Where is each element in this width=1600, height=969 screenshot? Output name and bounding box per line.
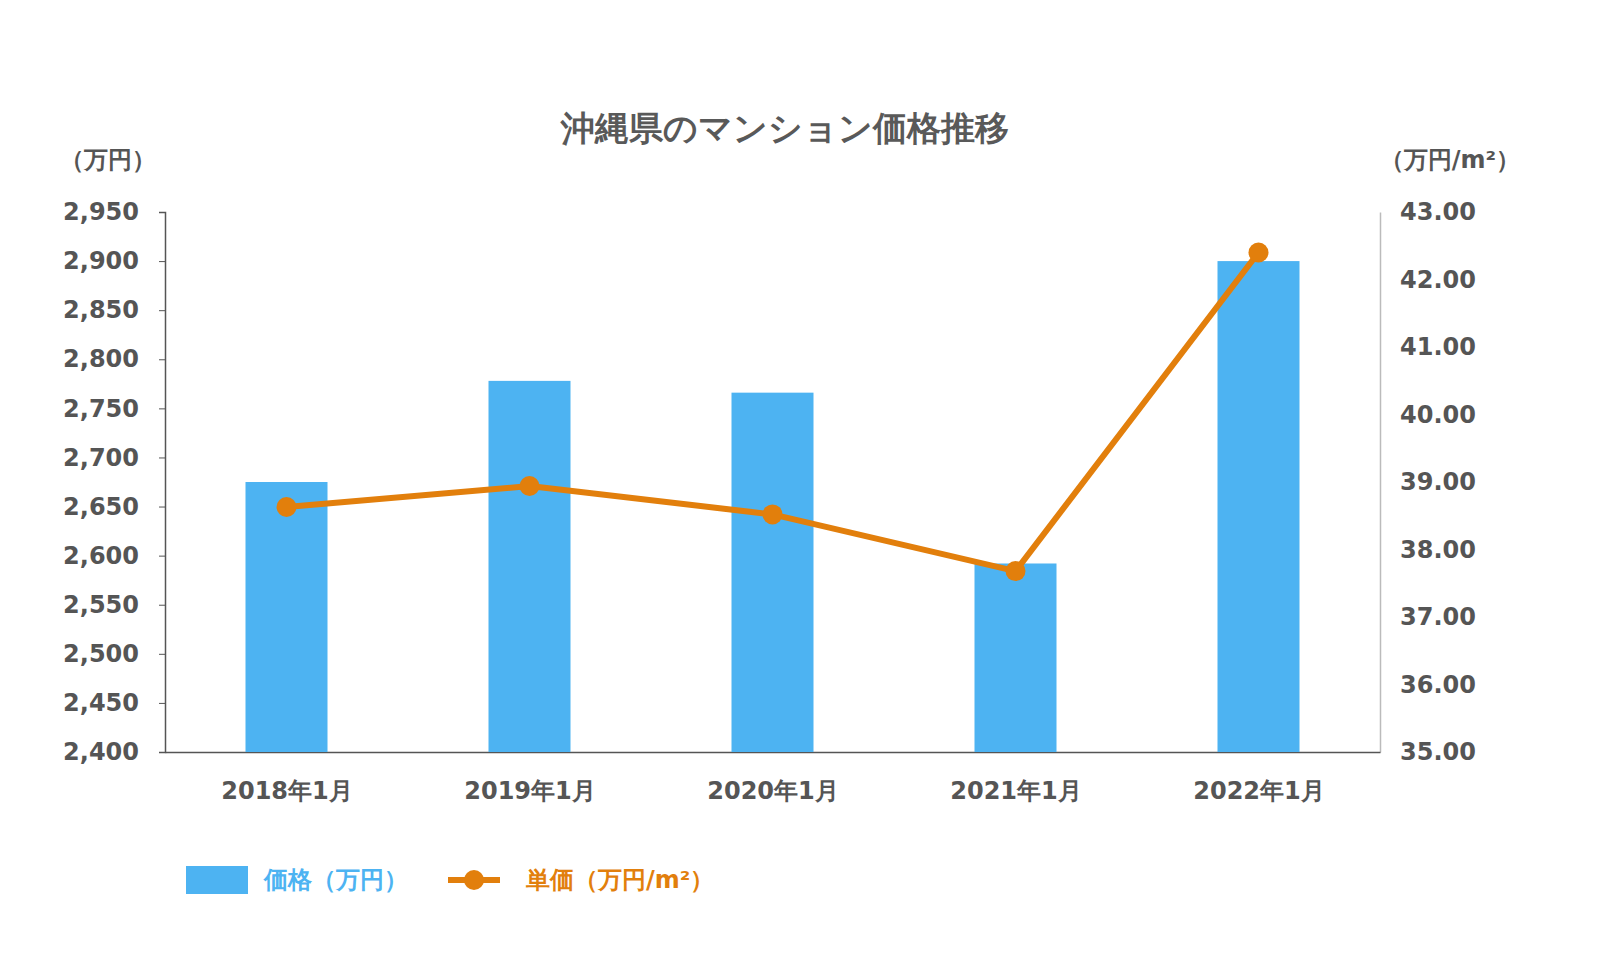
tick-label: 2,700	[63, 444, 139, 472]
tick-label: 2,550	[63, 591, 139, 619]
tick-label: 2,750	[63, 395, 139, 423]
tick-mark	[159, 408, 165, 409]
tick-label: 2,900	[63, 247, 139, 275]
legend-swatch	[186, 866, 248, 894]
tick-label: 2,600	[63, 542, 139, 570]
marker	[520, 476, 540, 496]
tick: 43.00	[1380, 198, 1476, 226]
bar	[1218, 261, 1300, 752]
y2-axis: 35.00 36.00 37.00 38.00 39.00 40.00 41.00 42.00…	[1380, 198, 1476, 766]
tick-label: 2021年1月	[950, 777, 1082, 805]
legend: 価格（万円） 単価（万円/m²）	[186, 866, 714, 894]
tick: 2,650	[63, 493, 165, 521]
tick: 2,550	[63, 591, 165, 619]
tick-mark	[159, 310, 165, 311]
x-axis: 2018年1月 2019年1月 2020年1月 2021年1月 2022年1月	[166, 752, 1381, 805]
tick-label: 2022年1月	[1193, 777, 1325, 805]
tick-mark	[159, 507, 165, 508]
tick-mark	[159, 261, 165, 262]
tick-label: 37.00	[1400, 603, 1476, 631]
legend-marker	[464, 870, 484, 890]
tick-label: 39.00	[1400, 468, 1476, 496]
tick-mark	[159, 752, 165, 753]
tick: 2,400	[63, 738, 165, 766]
tick: 2,700	[63, 444, 165, 472]
marker	[277, 497, 297, 517]
tick: 2,450	[63, 689, 165, 717]
bar	[975, 563, 1057, 752]
tick-label: 2019年1月	[464, 777, 596, 805]
tick-mark	[159, 703, 165, 704]
tick: 2,950	[63, 198, 165, 226]
legend-item: 単価（万円/m²）	[448, 866, 714, 894]
tick-mark	[159, 457, 165, 458]
tick: 40.00	[1380, 401, 1476, 429]
tick-label: 2,400	[63, 738, 139, 766]
chart: 沖縄県のマンション価格推移（万円）（万円/m²）2,4002,4502,5002…	[0, 0, 1600, 969]
tick-mark	[159, 359, 165, 360]
tick-mark	[159, 654, 165, 655]
marker	[763, 504, 783, 524]
tick-label: 40.00	[1400, 401, 1476, 429]
tick: 2,900	[63, 247, 165, 275]
y-axis: 2,400 2,450 2,500 2,550 2,600 2,650 2,700 2,750…	[63, 198, 165, 766]
tick: 2020年1月	[707, 752, 839, 805]
tick: 35.00	[1380, 738, 1476, 766]
tick: 2021年1月	[950, 752, 1082, 805]
y2-axis-title: （万円/m²）	[1380, 146, 1520, 174]
title: 沖縄県のマンション価格推移	[560, 108, 1009, 148]
tick: 36.00	[1380, 671, 1476, 699]
tick: 42.00	[1380, 266, 1476, 294]
legend-label: 価格（万円）	[263, 866, 408, 894]
marker	[1249, 243, 1269, 263]
tick-label: 2,950	[63, 198, 139, 226]
axis-line	[1380, 213, 1382, 753]
bar	[246, 482, 328, 752]
tick: 2,850	[63, 296, 165, 324]
tick-label: 2,800	[63, 345, 139, 373]
y-axis-title: （万円）	[60, 146, 156, 174]
tick-mark	[159, 212, 165, 213]
legend-item: 価格（万円）	[186, 866, 408, 894]
tick-label: 2,500	[63, 640, 139, 668]
tick: 2018年1月	[221, 752, 353, 805]
tick-label: 36.00	[1400, 671, 1476, 699]
axis-line	[159, 213, 166, 753]
tick-label: 35.00	[1400, 738, 1476, 766]
tick: 41.00	[1380, 333, 1476, 361]
tick-label: 2,450	[63, 689, 139, 717]
tick-label: 41.00	[1400, 333, 1476, 361]
legend-label: 単価（万円/m²）	[525, 866, 714, 894]
tick: 37.00	[1380, 603, 1476, 631]
tick: 2019年1月	[464, 752, 596, 805]
tick: 39.00	[1380, 468, 1476, 496]
tick-label: 2,650	[63, 493, 139, 521]
tick-label: 42.00	[1400, 266, 1476, 294]
bar	[732, 393, 814, 752]
tick: 38.00	[1380, 536, 1476, 564]
tick-label: 2018年1月	[221, 777, 353, 805]
tick-mark	[159, 605, 165, 606]
tick: 2022年1月	[1193, 752, 1325, 805]
marker	[1006, 561, 1026, 581]
tick: 2,600	[63, 542, 165, 570]
tick-label: 2,850	[63, 296, 139, 324]
bar	[489, 381, 571, 752]
plot-area	[246, 243, 1300, 753]
tick: 2,800	[63, 345, 165, 373]
tick: 2,750	[63, 395, 165, 423]
tick-label: 2020年1月	[707, 777, 839, 805]
tick: 2,500	[63, 640, 165, 668]
tick-label: 38.00	[1400, 536, 1476, 564]
line	[287, 253, 1259, 572]
tick-mark	[159, 556, 165, 557]
tick-label: 43.00	[1400, 198, 1476, 226]
